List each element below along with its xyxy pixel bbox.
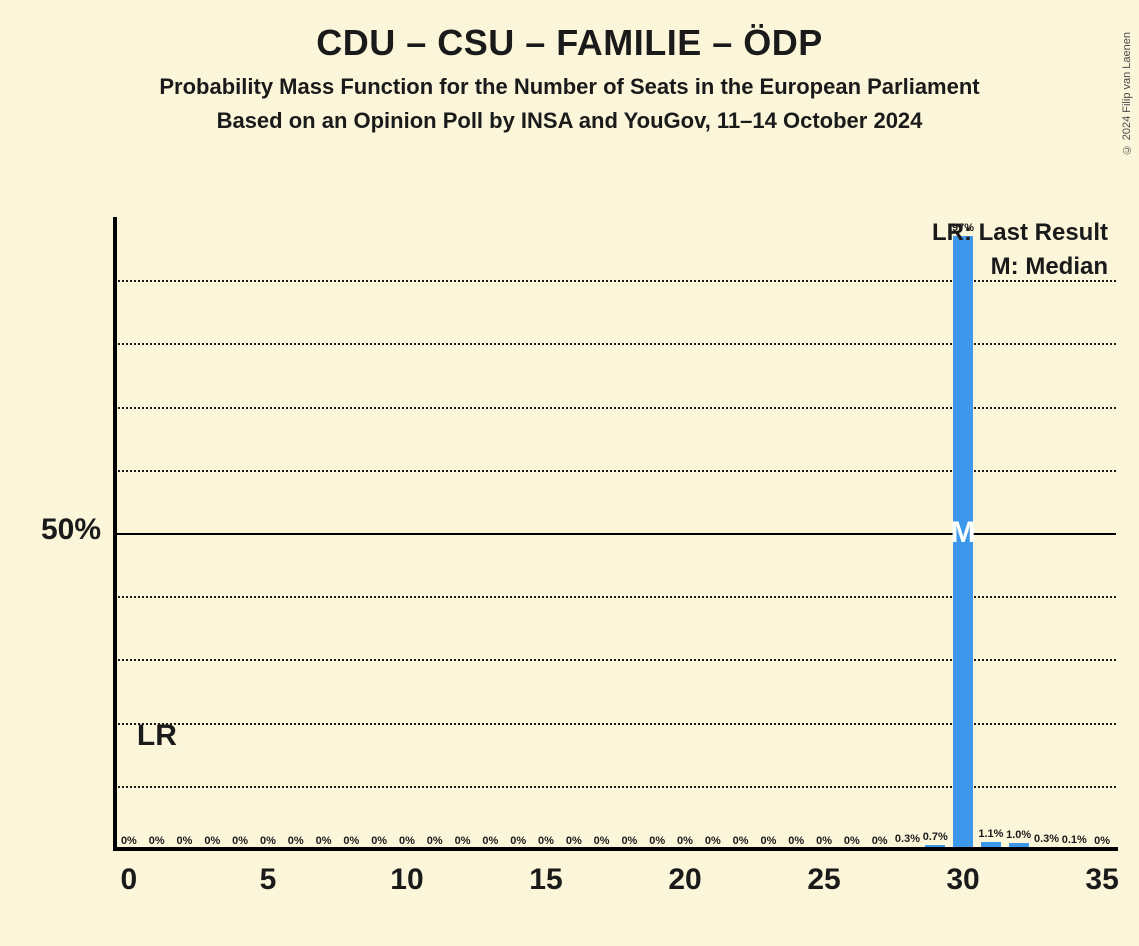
y-axis-label: 50% [41, 513, 101, 547]
bar-label-22: 0% [733, 835, 749, 847]
bar-label-8: 0% [343, 835, 359, 847]
bar-label-9: 0% [371, 835, 387, 847]
bar-label-25: 0% [816, 835, 832, 847]
legend-median: M: Median [991, 253, 1108, 281]
x-axis [113, 847, 1118, 851]
bar-label-19: 0% [649, 835, 665, 847]
bar-label-32: 1.0% [1006, 829, 1031, 841]
x-tick-20: 20 [668, 863, 701, 897]
bar-label-17: 0% [594, 835, 610, 847]
bar-label-29: 0.7% [923, 831, 948, 843]
bar-label-3: 0% [204, 835, 220, 847]
bar-label-13: 0% [482, 835, 498, 847]
bar-label-34: 0.1% [1062, 834, 1087, 846]
x-tick-5: 5 [260, 863, 277, 897]
x-tick-15: 15 [529, 863, 562, 897]
bar-label-35: 0% [1094, 835, 1110, 847]
bar-label-12: 0% [455, 835, 471, 847]
bar-label-6: 0% [288, 835, 304, 847]
legend-last-result: LR: Last Result [932, 219, 1108, 247]
bar-label-1: 0% [149, 835, 165, 847]
bar-label-23: 0% [760, 835, 776, 847]
bar-label-14: 0% [510, 835, 526, 847]
x-tick-35: 35 [1085, 863, 1118, 897]
bar-label-0: 0% [121, 835, 137, 847]
bar-label-15: 0% [538, 835, 554, 847]
last-result-marker: LR [137, 719, 177, 753]
bar-label-20: 0% [677, 835, 693, 847]
bar-label-28: 0.3% [895, 833, 920, 845]
pmf-bar-chart: 50%0%0%0%0%0%0%0%0%0%0%0%0%0%0%0%0%0%0%0… [0, 22, 1139, 946]
x-tick-0: 0 [121, 863, 138, 897]
median-marker: M [951, 516, 976, 550]
bar-label-7: 0% [316, 835, 332, 847]
bar-label-24: 0% [788, 835, 804, 847]
bar-label-2: 0% [177, 835, 193, 847]
bar-label-18: 0% [621, 835, 637, 847]
y-axis [113, 217, 117, 851]
bar-label-21: 0% [705, 835, 721, 847]
bar-label-27: 0% [872, 835, 888, 847]
x-tick-30: 30 [946, 863, 979, 897]
bar-label-26: 0% [844, 835, 860, 847]
x-tick-25: 25 [807, 863, 840, 897]
bar-label-31: 1.1% [978, 828, 1003, 840]
bar-label-33: 0.3% [1034, 833, 1059, 845]
bar-label-16: 0% [566, 835, 582, 847]
x-tick-10: 10 [390, 863, 423, 897]
bar-label-10: 0% [399, 835, 415, 847]
bar-label-11: 0% [427, 835, 443, 847]
bar-label-5: 0% [260, 835, 276, 847]
bar-label-4: 0% [232, 835, 248, 847]
